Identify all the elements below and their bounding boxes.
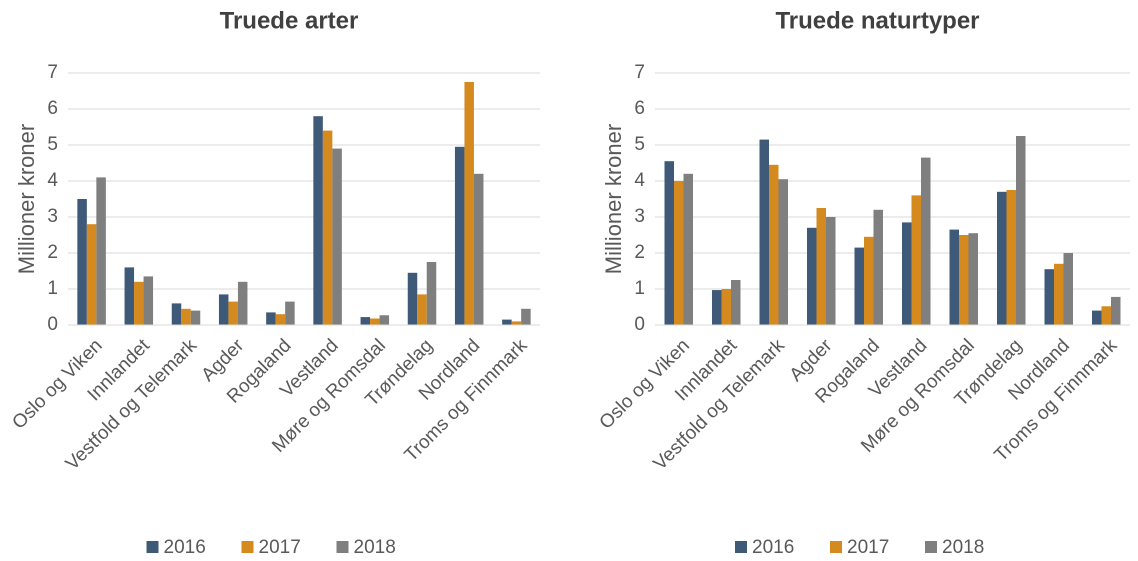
bar	[521, 308, 531, 325]
y-tick-label: 2	[634, 242, 645, 263]
bar	[134, 281, 144, 325]
bar	[313, 116, 323, 325]
y-tick-label: 4	[47, 170, 58, 191]
legend-swatch	[735, 541, 747, 553]
bar	[902, 222, 912, 325]
bar	[968, 233, 978, 325]
bar	[360, 317, 371, 325]
bar	[171, 303, 182, 325]
legend-swatch	[146, 541, 159, 553]
bar	[1092, 310, 1102, 325]
bar	[769, 164, 779, 325]
bar	[854, 247, 864, 325]
bar	[759, 139, 769, 325]
bar	[407, 272, 418, 325]
bar	[674, 181, 684, 325]
y-tick-label: 6	[47, 98, 58, 119]
bar	[864, 236, 874, 325]
bar	[778, 179, 788, 325]
bar	[86, 224, 97, 325]
y-tick-label: 0	[634, 314, 645, 335]
bar	[454, 146, 465, 325]
y-tick-label: 7	[634, 62, 645, 83]
legend-label: 2017	[847, 537, 889, 558]
bar	[1101, 306, 1111, 325]
bar	[502, 319, 512, 325]
bar	[511, 321, 522, 325]
bar	[949, 229, 959, 325]
bar	[807, 227, 817, 325]
bar	[228, 301, 238, 325]
legend-swatch	[830, 541, 842, 553]
bar	[426, 262, 437, 325]
bar	[181, 308, 191, 325]
legend-label: 2017	[259, 537, 301, 558]
bar	[712, 290, 722, 325]
bar	[285, 301, 295, 325]
bar	[1054, 263, 1064, 325]
bar	[370, 318, 380, 325]
y-tick-label: 7	[47, 62, 58, 83]
bar	[997, 191, 1007, 325]
bar	[322, 130, 333, 325]
chart: Truede naturtyper Millioner kroner 0 1 2 3 4 5 6…	[596, 7, 1130, 558]
bar	[417, 294, 427, 325]
y-tick-label: 3	[47, 206, 58, 227]
bar	[473, 173, 484, 325]
bar	[921, 157, 931, 325]
bar	[266, 312, 276, 325]
legend-swatch	[336, 541, 349, 553]
bar	[464, 82, 474, 325]
y-tick-label: 5	[634, 134, 645, 155]
y-tick-label: 6	[634, 98, 645, 119]
legend-label: 2018	[942, 537, 984, 558]
bar	[218, 294, 229, 325]
bar	[237, 281, 248, 325]
y-tick-label: 3	[634, 206, 645, 227]
legend-label: 2016	[752, 537, 794, 558]
bar	[873, 209, 883, 325]
bar	[959, 235, 969, 325]
bar	[911, 195, 921, 325]
bar	[332, 148, 342, 325]
y-tick-label: 1	[47, 278, 58, 299]
bar	[731, 280, 741, 325]
bar	[124, 267, 135, 325]
bar	[190, 310, 201, 325]
legend-label: 2018	[354, 537, 396, 558]
y-tick-label: 2	[47, 242, 58, 263]
bar	[816, 208, 826, 325]
bar	[77, 199, 87, 325]
y-tick-label: 0	[47, 314, 58, 335]
bar	[379, 315, 390, 325]
y-tick-label: 1	[634, 278, 645, 299]
bar	[1006, 190, 1016, 325]
legend-swatch	[241, 541, 254, 553]
y-tick-label: 5	[47, 134, 58, 155]
bar	[1044, 269, 1054, 325]
bar	[664, 161, 674, 325]
legend-label: 2016	[164, 537, 206, 558]
bar	[96, 177, 106, 325]
bar	[683, 173, 693, 325]
y-tick-label: 4	[634, 170, 645, 191]
bar	[143, 276, 154, 325]
bar	[275, 314, 286, 325]
bar	[1016, 136, 1026, 325]
y-axis-title: Millioner kroner	[14, 124, 39, 274]
bar	[1111, 296, 1121, 325]
legend-swatch	[925, 541, 937, 553]
bar	[826, 217, 836, 325]
bar	[721, 289, 731, 325]
chart-title: Truede arter	[220, 7, 359, 34]
chart-title: Truede naturtyper	[775, 7, 979, 34]
bar	[1063, 253, 1073, 325]
y-axis-title: Millioner kroner	[601, 124, 626, 274]
